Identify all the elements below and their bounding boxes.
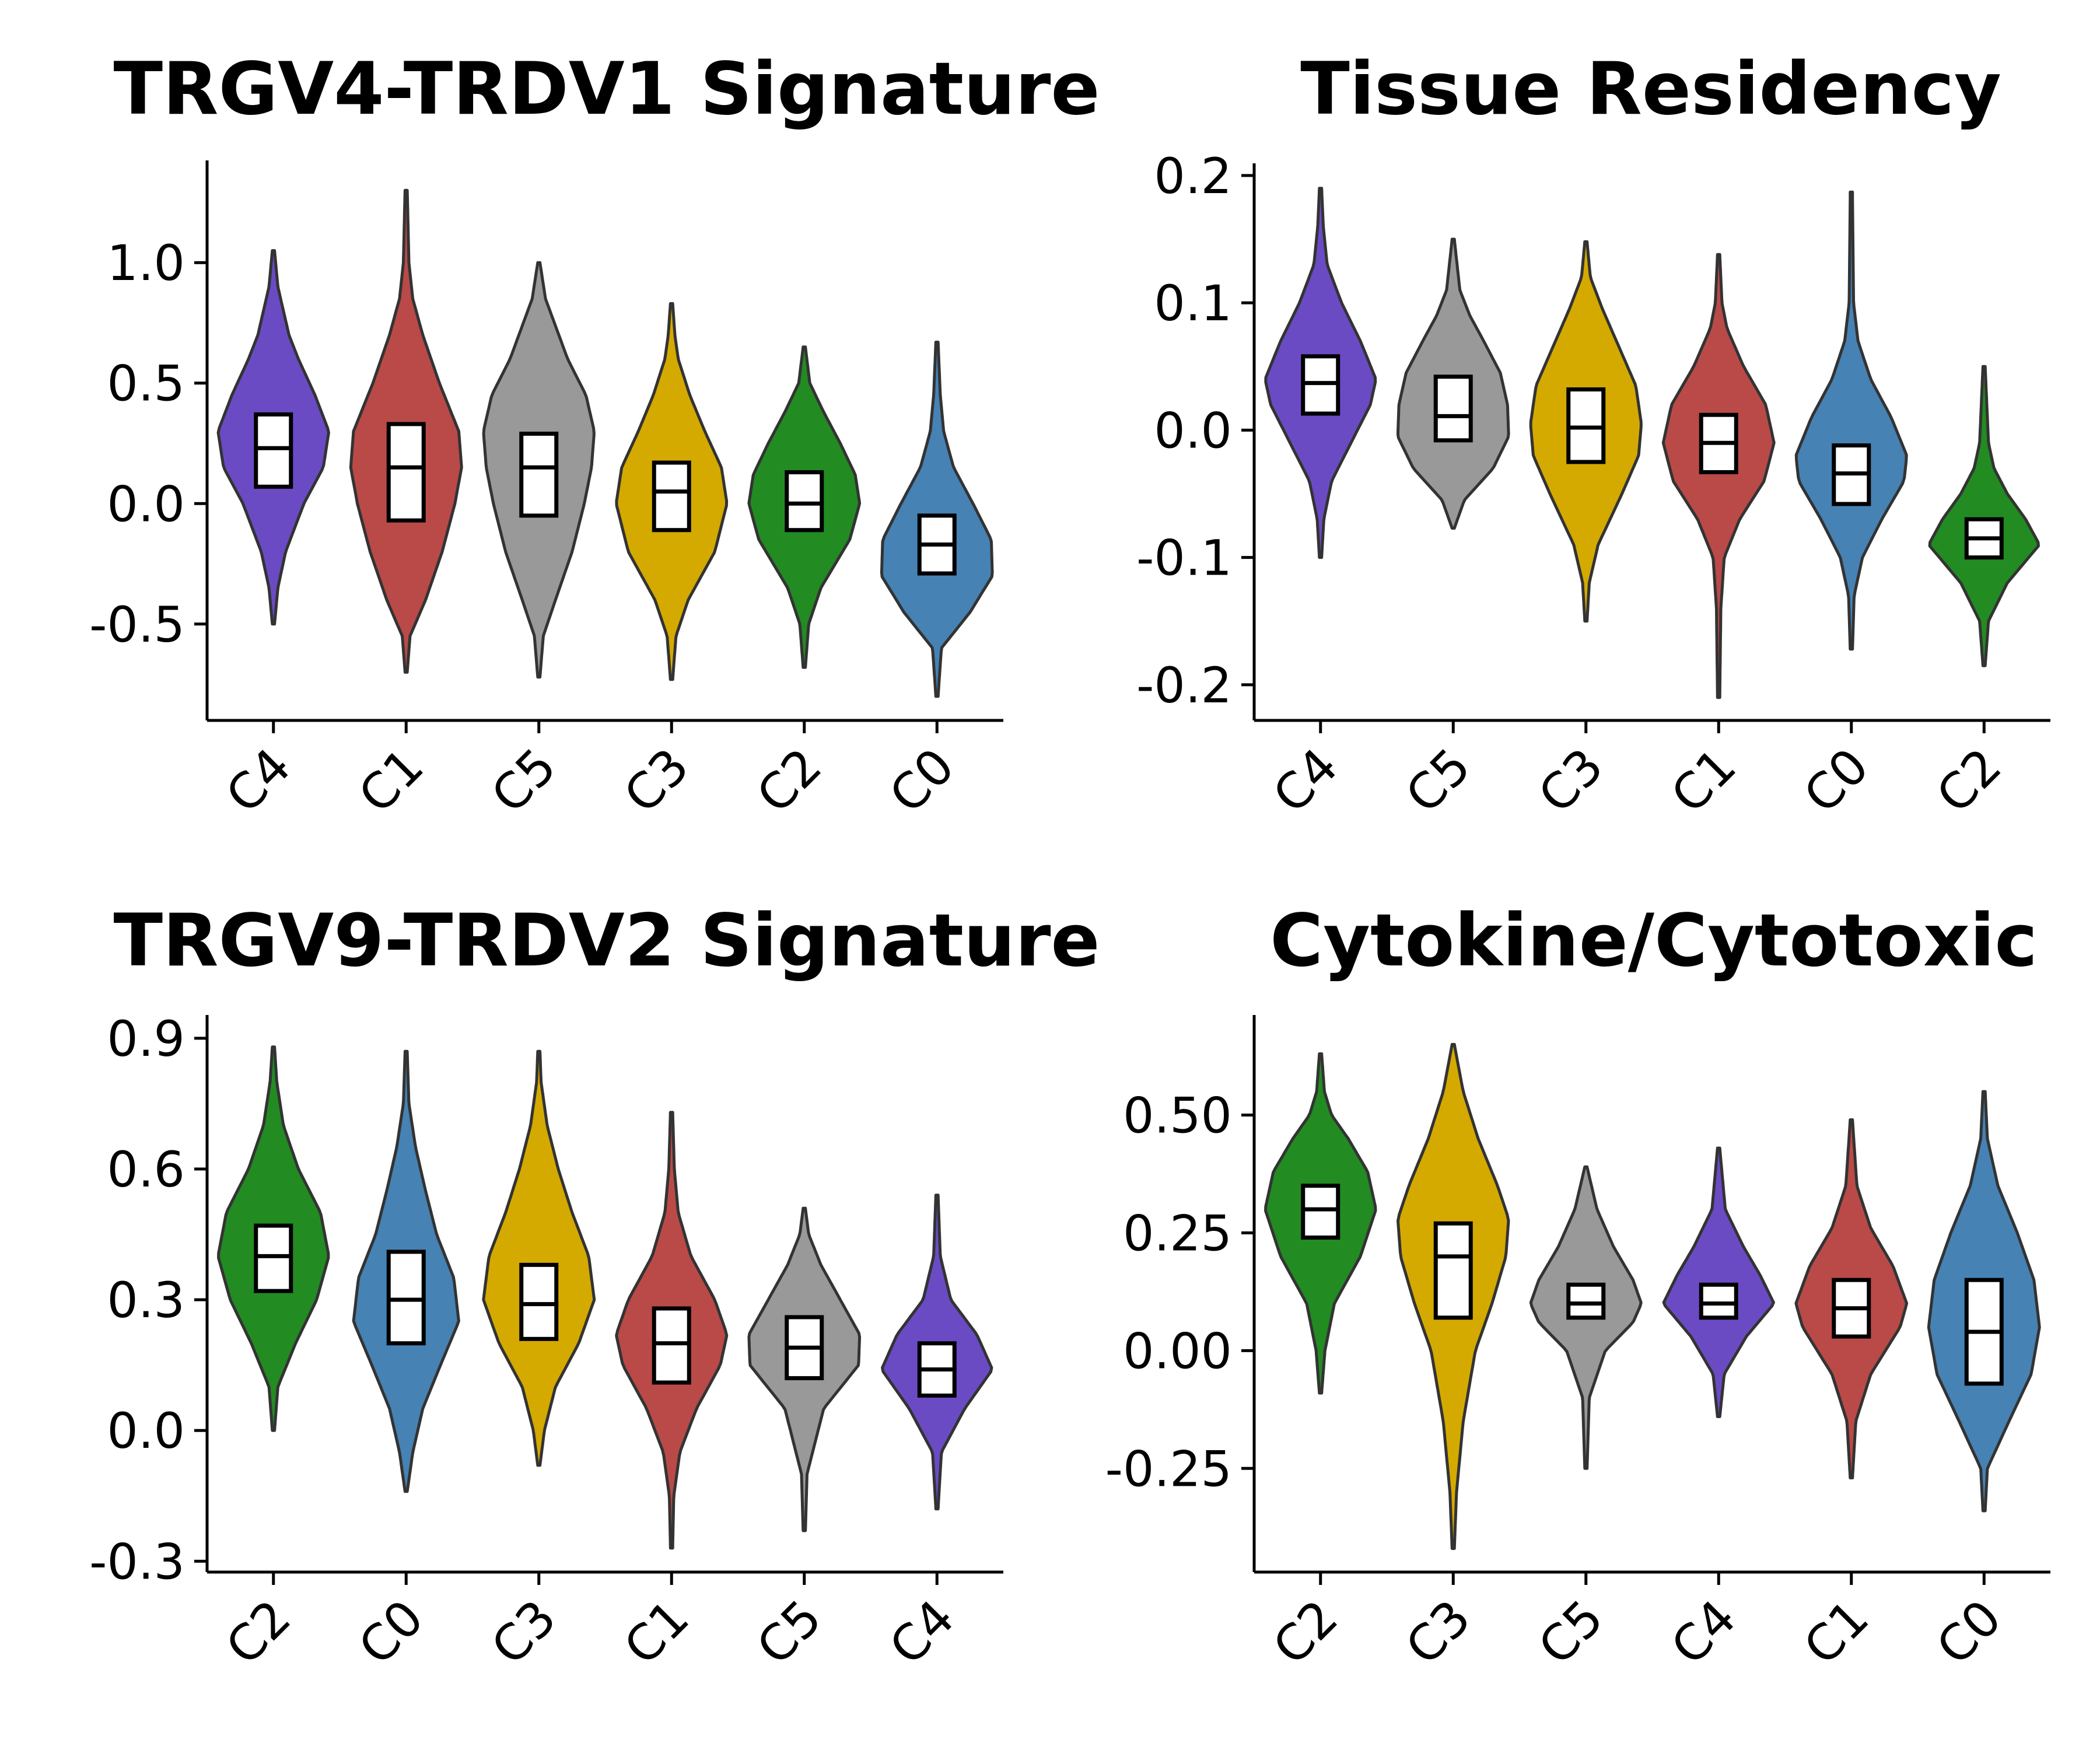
panel-title: Tissue Residency — [1300, 47, 2001, 131]
x-tick-label-c5: C5 — [481, 737, 568, 824]
y-tick-label: 0.1 — [1154, 275, 1232, 332]
iqr-box-c2 — [254, 1223, 293, 1293]
x-tick-label-c1: C1 — [348, 737, 435, 824]
iqr-box-c1 — [386, 422, 426, 523]
x-tick-label-c0: C0 — [878, 737, 965, 824]
panel-tissue-residency: Tissue Residency -0.2 -0.1 0.0 0.1 0.2 C4 C5 C3 C… — [1136, 47, 2050, 824]
x-tick-label-c3: C3 — [1395, 1589, 1482, 1676]
violin-c0 — [1794, 190, 1908, 651]
iqr-box-c3 — [1433, 1221, 1473, 1320]
x-tick-label-c4: C4 — [878, 1589, 965, 1676]
iqr-box-c0 — [386, 1250, 426, 1346]
iqr-box-c5 — [519, 431, 559, 518]
x-tick-label-c2: C2 — [746, 737, 833, 824]
y-tick-label: 0.5 — [107, 355, 185, 412]
iqr-box-c4 — [254, 412, 293, 489]
panel-trgv9-trdv2: TRGV9-TRDV2 Signature -0.3 0.0 0.3 0.6 0.9 C2 C… — [89, 899, 1100, 1676]
y-tick-label: -0.1 — [1136, 530, 1232, 587]
x-tick-label-c5: C5 — [1528, 1589, 1615, 1676]
y-tick-label: 0.0 — [107, 475, 185, 533]
y-tick-label: 0.6 — [107, 1141, 185, 1198]
y-tick-label: 0.2 — [1154, 148, 1232, 205]
y-tick-label: 0.25 — [1123, 1205, 1232, 1262]
violin-c3 — [482, 1049, 596, 1467]
x-tick-label-c4: C4 — [1262, 737, 1349, 824]
y-tick-label: -0.2 — [1136, 657, 1232, 714]
x-tick-label-c5: C5 — [746, 1589, 833, 1676]
iqr-box-c5 — [1433, 374, 1473, 443]
iqr-box-c1 — [652, 1306, 691, 1385]
panel-title: Cytokine/Cytotoxic — [1270, 899, 2038, 983]
y-tick-label: -0.3 — [89, 1533, 185, 1590]
panel-title: TRGV9-TRDV2 Signature — [113, 899, 1100, 983]
panel-trgv4-trdv1: TRGV4-TRDV1 Signature -0.5 0.0 0.5 1.0 C4 C1 C5… — [89, 47, 1100, 824]
violin-c1 — [1661, 253, 1776, 699]
y-tick-label: 0.50 — [1123, 1087, 1232, 1144]
x-tick-label-c2: C2 — [1926, 737, 2013, 824]
violin-c4 — [1662, 1146, 1775, 1418]
y-tick-label: -0.5 — [89, 596, 185, 653]
iqr-box-c2 — [1301, 1184, 1340, 1240]
x-tick-label-c3: C3 — [613, 737, 700, 824]
panel-title: TRGV4-TRDV1 Signature — [113, 47, 1100, 131]
x-tick-label-c0: C0 — [348, 1589, 435, 1676]
x-tick-label-c5: C5 — [1395, 737, 1482, 824]
y-tick-label: 0.0 — [1154, 402, 1232, 459]
x-tick-label-c1: C1 — [1793, 1589, 1880, 1676]
iqr-box-c4 — [1699, 1282, 1738, 1320]
x-tick-label-c1: C1 — [613, 1589, 700, 1676]
x-tick-label-c4: C4 — [1660, 1589, 1747, 1676]
x-tick-label-c4: C4 — [215, 737, 302, 824]
y-tick-label: -0.25 — [1105, 1440, 1232, 1497]
panel-cytokine-cytotoxic: Cytokine/Cytotoxic -0.25 0.00 0.25 0.50 C2 C3 C… — [1105, 899, 2050, 1676]
y-tick-label: 0.00 — [1123, 1322, 1232, 1380]
y-tick-label: 0.0 — [107, 1402, 185, 1460]
y-tick-label: 0.3 — [107, 1272, 185, 1329]
iqr-box-c2 — [785, 470, 824, 533]
iqr-box-c3 — [519, 1262, 559, 1341]
x-tick-label-c2: C2 — [215, 1589, 302, 1676]
x-tick-label-c3: C3 — [481, 1589, 568, 1676]
y-tick-label: 1.0 — [107, 235, 185, 292]
x-tick-label-c0: C0 — [1793, 737, 1880, 824]
violin-c2 — [1928, 365, 2040, 667]
x-tick-label-c3: C3 — [1528, 737, 1615, 824]
iqr-box-c3 — [652, 460, 691, 533]
x-tick-label-c2: C2 — [1262, 1589, 1349, 1676]
iqr-box-c5 — [1566, 1282, 1606, 1320]
y-tick-label: 0.9 — [107, 1010, 185, 1068]
x-tick-label-c1: C1 — [1660, 737, 1747, 824]
x-tick-label-c0: C0 — [1926, 1589, 2013, 1676]
